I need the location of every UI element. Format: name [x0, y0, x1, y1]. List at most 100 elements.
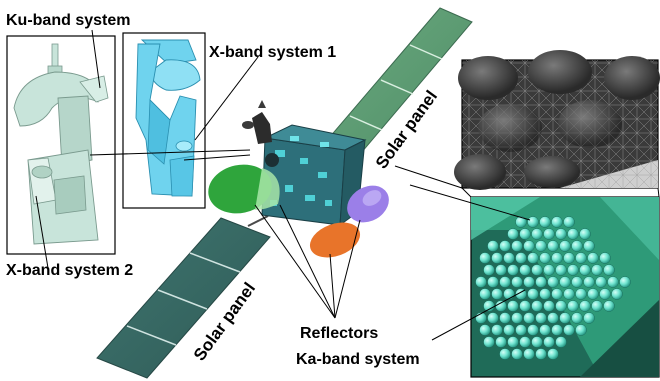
- ka-band-element: [539, 252, 551, 264]
- ka-band-element: [579, 300, 591, 312]
- ka-band-element: [547, 348, 559, 360]
- ka-band-element: [595, 276, 607, 288]
- ka-band-element: [519, 264, 531, 276]
- ka-band-element: [531, 336, 543, 348]
- ka-band-element: [591, 264, 603, 276]
- ka-band-element: [535, 312, 547, 324]
- ka-band-element: [511, 276, 523, 288]
- ka-band-element: [587, 252, 599, 264]
- ka-band-element: [539, 216, 551, 228]
- ka-band-element: [603, 300, 615, 312]
- x-band-system-1-inset: [122, 32, 206, 209]
- ka-band-element: [571, 240, 583, 252]
- ka-band-element: [523, 348, 535, 360]
- ka-band-element: [531, 264, 543, 276]
- ka-band-element: [499, 348, 511, 360]
- top-antenna: [242, 100, 272, 144]
- ka-band-element: [563, 216, 575, 228]
- ka-band-element: [543, 228, 555, 240]
- ka-band-element: [515, 252, 527, 264]
- ka-band-element: [571, 276, 583, 288]
- ku-band-system-label: Ku-band system: [6, 12, 130, 29]
- ka-band-element: [527, 216, 539, 228]
- ka-band-element: [599, 288, 611, 300]
- ka-band-element: [571, 312, 583, 324]
- ka-band-element: [535, 276, 547, 288]
- ka-band-element: [515, 288, 527, 300]
- ka-band-element: [499, 240, 511, 252]
- leader-lines: [35, 29, 660, 341]
- ku-x-band-model-inset: [6, 35, 116, 255]
- ka-band-system-label: Ka-band system: [296, 351, 420, 368]
- ka-band-element: [547, 276, 559, 288]
- ka-band-element: [479, 252, 491, 264]
- ka-band-element: [503, 324, 515, 336]
- ka-band-element: [559, 312, 571, 324]
- ka-band-element: [507, 264, 519, 276]
- ka-band-element: [567, 228, 579, 240]
- ka-band-element: [495, 336, 507, 348]
- mesh-detail-inset: [454, 50, 660, 190]
- ka-band-element: [487, 312, 499, 324]
- ka-band-element: [583, 312, 595, 324]
- ka-band-element: [523, 312, 535, 324]
- ka-band-element: [555, 300, 567, 312]
- ka-band-element: [583, 240, 595, 252]
- ka-band-element: [575, 288, 587, 300]
- ka-band-element: [575, 252, 587, 264]
- ka-band-element: [483, 336, 495, 348]
- ka-band-element: [559, 240, 571, 252]
- ka-band-element: [515, 216, 527, 228]
- reflector-orange: [309, 222, 361, 258]
- ka-band-element: [551, 216, 563, 228]
- ka-band-element: [527, 252, 539, 264]
- ka-band-element: [475, 276, 487, 288]
- ka-band-array-inset: [470, 196, 660, 378]
- ka-band-element: [519, 300, 531, 312]
- ka-band-element: [583, 276, 595, 288]
- ka-band-element: [579, 228, 591, 240]
- ka-band-element: [563, 324, 575, 336]
- ka-band-element: [499, 276, 511, 288]
- ka-band-element: [567, 300, 579, 312]
- ka-band-element: [531, 300, 543, 312]
- ka-band-element: [491, 288, 503, 300]
- ka-band-element: [587, 288, 599, 300]
- ka-band-element: [487, 240, 499, 252]
- ka-band-element: [555, 264, 567, 276]
- ka-band-element: [563, 252, 575, 264]
- ka-band-element: [567, 264, 579, 276]
- ka-band-element: [559, 276, 571, 288]
- ka-band-element: [591, 300, 603, 312]
- ka-band-element: [535, 240, 547, 252]
- ka-band-element: [499, 312, 511, 324]
- ka-band-element: [575, 324, 587, 336]
- ka-band-element: [523, 276, 535, 288]
- solar-panel-lower: [96, 215, 271, 379]
- ka-band-element: [495, 300, 507, 312]
- ka-band-element: [547, 240, 559, 252]
- ka-band-element: [599, 252, 611, 264]
- ka-band-element: [503, 288, 515, 300]
- ka-band-element: [539, 288, 551, 300]
- ka-band-element: [491, 324, 503, 336]
- ka-band-element: [487, 276, 499, 288]
- ka-band-element: [495, 264, 507, 276]
- reflectors: [208, 164, 389, 258]
- ka-band-element: [527, 324, 539, 336]
- ka-band-element: [479, 288, 491, 300]
- ka-band-element: [551, 252, 563, 264]
- ka-band-element: [543, 336, 555, 348]
- ka-band-element: [539, 324, 551, 336]
- ka-band-element: [531, 228, 543, 240]
- ka-band-element: [491, 252, 503, 264]
- ka-band-element: [535, 348, 547, 360]
- ka-band-element: [527, 288, 539, 300]
- ka-band-element: [507, 300, 519, 312]
- ka-band-element: [483, 264, 495, 276]
- x-band-system-1-label: X-band system 1: [209, 44, 336, 61]
- ka-band-element: [543, 264, 555, 276]
- ka-band-element: [555, 336, 567, 348]
- ka-band-element: [515, 324, 527, 336]
